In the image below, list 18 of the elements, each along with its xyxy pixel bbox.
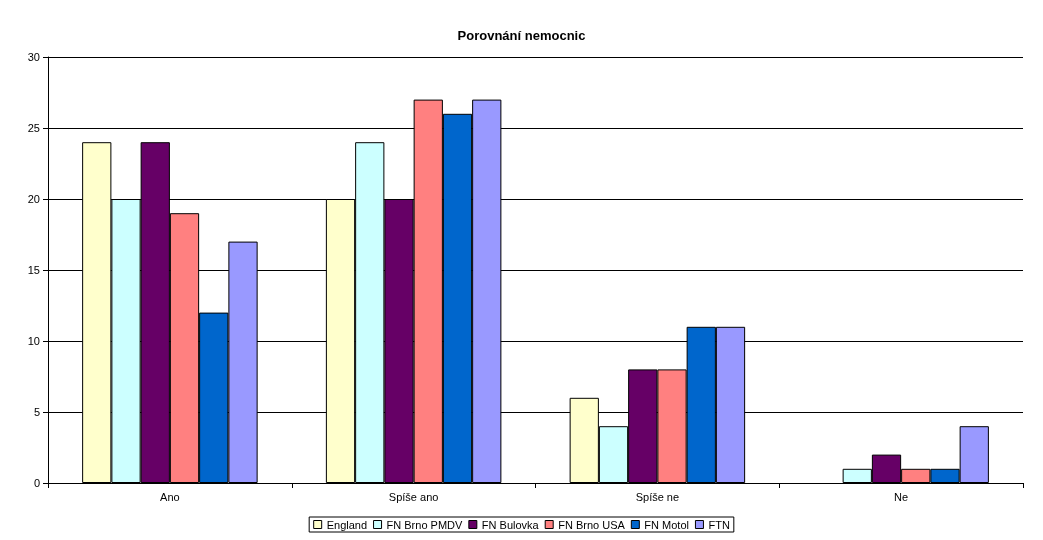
y-tick-label: 25 [27,122,40,134]
y-tick-label: 0 [33,477,40,489]
x-tick-label: Ne [894,490,909,503]
y-tick-label: 20 [27,193,40,205]
y-tick-label: 30 [27,51,40,63]
legend-label: FN Bulovka [481,518,540,531]
legend-label: FN Brno PMDV [386,518,463,531]
legend-label: FN Brno USA [558,518,626,531]
x-tick-label: Ano [160,490,180,503]
chart-title: Porovnání nemocnic [457,28,586,43]
x-tick-label: Spíše ne [635,490,680,503]
y-tick-label: 5 [33,406,40,418]
legend-label: FTN [708,518,730,531]
legend-label: England [326,518,368,531]
y-tick-label: 10 [27,335,40,347]
legend-label: FN Motol [644,518,689,531]
y-tick-label: 15 [27,264,40,276]
x-tick-label: Spíše ano [388,490,439,503]
